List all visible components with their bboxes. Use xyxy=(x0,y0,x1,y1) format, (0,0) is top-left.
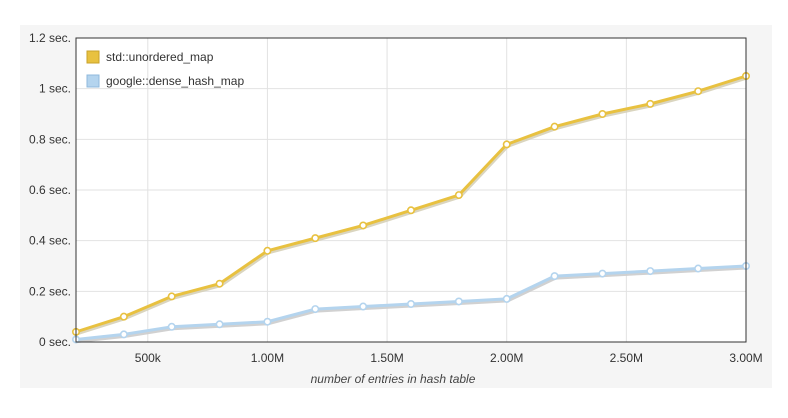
legend: std::unordered_map google::dense_hash_ma… xyxy=(86,50,244,88)
x-tick-label: 2.00M xyxy=(490,351,523,365)
data-point-std-unordered-map xyxy=(406,206,415,215)
y-axis: 0 sec. 0.2 sec. 0.4 sec. 0.6 sec. 0.8 sec. 1 … xyxy=(29,31,71,349)
data-point-google-dense-hash-map xyxy=(311,305,320,314)
x-axis: 500k 1.00M 1.50M 2.00M 2.50M 3.00M xyxy=(135,351,763,365)
data-point-google-dense-hash-map xyxy=(502,294,511,303)
legend-swatch-google-dense-hash-map xyxy=(86,74,100,88)
data-point-google-dense-hash-map xyxy=(167,322,176,331)
data-point-std-unordered-map xyxy=(215,279,224,288)
x-tick-label: 2.50M xyxy=(610,351,643,365)
data-point-std-unordered-map xyxy=(646,99,655,108)
data-point-google-dense-hash-map xyxy=(359,302,368,311)
y-tick-label: 0.8 sec. xyxy=(29,132,71,146)
data-point-std-unordered-map xyxy=(119,312,128,321)
data-point-std-unordered-map xyxy=(311,234,320,243)
data-point-std-unordered-map xyxy=(359,221,368,230)
y-tick-label: 0.2 sec. xyxy=(29,284,71,298)
data-point-std-unordered-map xyxy=(167,292,176,301)
series-google-dense-hash-map xyxy=(72,261,750,344)
data-point-google-dense-hash-map xyxy=(646,267,655,276)
y-tick-label: 0.6 sec. xyxy=(29,183,71,197)
data-point-google-dense-hash-map xyxy=(406,299,415,308)
data-point-std-unordered-map xyxy=(263,246,272,255)
data-point-google-dense-hash-map xyxy=(550,272,559,281)
x-tick-label: 1.00M xyxy=(251,351,284,365)
y-tick-label: 0.4 sec. xyxy=(29,234,71,248)
data-point-google-dense-hash-map xyxy=(598,269,607,278)
data-point-std-unordered-map xyxy=(550,122,559,131)
y-tick-label: 0 sec. xyxy=(39,335,71,349)
data-point-google-dense-hash-map xyxy=(454,297,463,306)
series-std-unordered-map xyxy=(72,72,750,336)
data-point-google-dense-hash-map xyxy=(694,264,703,273)
data-point-std-unordered-map xyxy=(598,110,607,119)
y-tick-label: 1 sec. xyxy=(39,82,71,96)
legend-label-std-unordered-map: std::unordered_map xyxy=(106,50,214,64)
data-point-std-unordered-map xyxy=(694,87,703,96)
x-tick-label: 3.00M xyxy=(729,351,762,365)
x-tick-label: 1.50M xyxy=(370,351,403,365)
data-point-google-dense-hash-map xyxy=(119,330,128,339)
legend-label-google-dense-hash-map: google::dense_hash_map xyxy=(106,74,244,88)
legend-swatch-std-unordered-map xyxy=(86,50,100,64)
y-tick-label: 1.2 sec. xyxy=(29,31,71,45)
data-point-std-unordered-map xyxy=(502,140,511,149)
series-layer xyxy=(72,72,750,344)
data-point-google-dense-hash-map xyxy=(263,317,272,326)
plot-border xyxy=(75,37,747,343)
data-point-google-dense-hash-map xyxy=(215,320,224,329)
x-axis-title: number of entries in hash table xyxy=(311,372,476,386)
x-tick-label: 500k xyxy=(135,351,162,365)
data-point-std-unordered-map xyxy=(454,191,463,200)
